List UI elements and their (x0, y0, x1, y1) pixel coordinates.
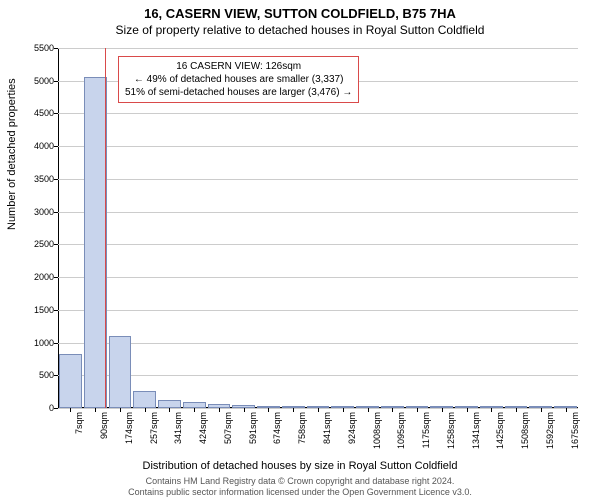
grid-line (58, 113, 578, 114)
y-tick-mark (54, 310, 58, 311)
x-tick-label: 1675sqm (570, 412, 580, 452)
chart-container: 16, CASERN VIEW, SUTTON COLDFIELD, B75 7… (0, 0, 600, 500)
x-tick-label: 1175sqm (421, 412, 431, 452)
y-tick-mark (54, 408, 58, 409)
x-tick-mark (219, 408, 220, 412)
bar (59, 354, 82, 408)
y-tick-mark (54, 48, 58, 49)
x-tick-mark (417, 408, 418, 412)
y-tick-mark (54, 179, 58, 180)
y-tick-label: 2000 (24, 272, 54, 282)
x-tick-label: 90sqm (99, 412, 109, 452)
x-tick-mark (318, 408, 319, 412)
x-tick-mark (244, 408, 245, 412)
y-tick-label: 0 (24, 403, 54, 413)
x-tick-label: 1592sqm (545, 412, 555, 452)
y-tick-mark (54, 375, 58, 376)
info-box-line3: 51% of semi-detached houses are larger (… (125, 86, 352, 99)
x-tick-mark (467, 408, 468, 412)
bar (84, 77, 107, 408)
grid-line (58, 179, 578, 180)
x-tick-mark (566, 408, 567, 412)
chart-footer: Contains HM Land Registry data © Crown c… (0, 476, 600, 498)
x-tick-label: 507sqm (223, 412, 233, 452)
x-tick-mark (293, 408, 294, 412)
grid-line (58, 375, 578, 376)
x-tick-label: 924sqm (347, 412, 357, 452)
x-tick-mark (368, 408, 369, 412)
bar (109, 336, 132, 408)
info-box-line1: 16 CASERN VIEW: 126sqm (125, 60, 352, 73)
bar (133, 391, 156, 408)
x-tick-mark (442, 408, 443, 412)
grid-line (58, 277, 578, 278)
y-tick-mark (54, 277, 58, 278)
y-tick-label: 5500 (24, 43, 54, 53)
x-tick-label: 257sqm (149, 412, 159, 452)
y-tick-mark (54, 212, 58, 213)
x-tick-mark (516, 408, 517, 412)
x-tick-label: 1425sqm (495, 412, 505, 452)
chart-title: 16, CASERN VIEW, SUTTON COLDFIELD, B75 7… (0, 0, 600, 21)
y-tick-label: 3000 (24, 207, 54, 217)
marker-line (105, 48, 106, 408)
x-tick-label: 674sqm (272, 412, 282, 452)
y-tick-label: 2500 (24, 239, 54, 249)
x-tick-label: 341sqm (173, 412, 183, 452)
x-tick-mark (491, 408, 492, 412)
grid-line (58, 310, 578, 311)
x-axis-label: Distribution of detached houses by size … (0, 460, 600, 472)
bar (158, 400, 181, 408)
x-tick-label: 1008sqm (372, 412, 382, 452)
x-tick-mark (392, 408, 393, 412)
x-tick-mark (120, 408, 121, 412)
x-tick-mark (70, 408, 71, 412)
x-tick-mark (541, 408, 542, 412)
grid-line (58, 244, 578, 245)
y-tick-label: 4000 (24, 141, 54, 151)
grid-line (58, 343, 578, 344)
x-tick-label: 1095sqm (396, 412, 406, 452)
grid-line (58, 48, 578, 49)
grid-line (58, 146, 578, 147)
x-tick-mark (194, 408, 195, 412)
y-tick-label: 3500 (24, 174, 54, 184)
x-tick-label: 758sqm (297, 412, 307, 452)
x-tick-mark (343, 408, 344, 412)
x-tick-label: 7sqm (74, 412, 84, 452)
chart-subtitle: Size of property relative to detached ho… (0, 21, 600, 37)
info-box: 16 CASERN VIEW: 126sqm ← 49% of detached… (118, 56, 359, 103)
x-tick-label: 174sqm (124, 412, 134, 452)
x-tick-mark (169, 408, 170, 412)
grid-line (58, 212, 578, 213)
x-tick-mark (95, 408, 96, 412)
footer-line1: Contains HM Land Registry data © Crown c… (0, 476, 600, 487)
x-tick-mark (145, 408, 146, 412)
x-tick-label: 841sqm (322, 412, 332, 452)
y-tick-label: 5000 (24, 76, 54, 86)
y-tick-mark (54, 343, 58, 344)
x-tick-label: 1341sqm (471, 412, 481, 452)
x-tick-mark (268, 408, 269, 412)
y-tick-label: 1500 (24, 305, 54, 315)
x-tick-label: 591sqm (248, 412, 258, 452)
y-tick-mark (54, 81, 58, 82)
info-box-line2: ← 49% of detached houses are smaller (3,… (125, 73, 352, 86)
y-axis-label: Number of detached properties (6, 78, 18, 230)
x-tick-label: 1258sqm (446, 412, 456, 452)
y-tick-label: 1000 (24, 338, 54, 348)
y-tick-mark (54, 244, 58, 245)
x-tick-label: 424sqm (198, 412, 208, 452)
plot-area: 7sqm90sqm174sqm257sqm341sqm424sqm507sqm5… (58, 48, 578, 408)
x-tick-label: 1508sqm (520, 412, 530, 452)
y-tick-mark (54, 146, 58, 147)
y-tick-label: 4500 (24, 108, 54, 118)
footer-line2: Contains public sector information licen… (0, 487, 600, 498)
y-tick-label: 500 (24, 370, 54, 380)
y-tick-mark (54, 113, 58, 114)
